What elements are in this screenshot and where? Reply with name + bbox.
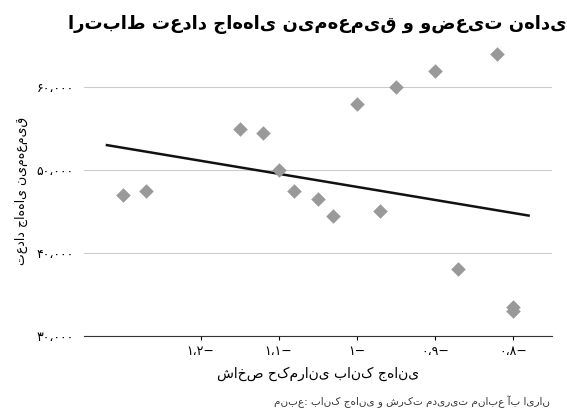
Point <box>430 67 439 74</box>
Point <box>274 167 284 173</box>
Point <box>313 196 322 202</box>
Point <box>329 212 338 219</box>
Point <box>352 101 361 107</box>
Point <box>509 303 518 310</box>
Point <box>118 192 127 198</box>
Title: ارتباط تعداد جاه‌های نیمه‌عمیق و وضعیت نهادی: ارتباط تعداد جاه‌های نیمه‌عمیق و وضعیت ن… <box>69 15 567 34</box>
Point <box>141 187 150 194</box>
Point <box>376 208 385 215</box>
Point <box>493 51 502 57</box>
Text: منبع: بانک جهانی و شرکت مدیریت منابع آب ایران: منبع: بانک جهانی و شرکت مدیریت منابع آب … <box>274 396 550 408</box>
Point <box>391 84 400 90</box>
Point <box>509 308 518 314</box>
Point <box>235 125 244 132</box>
Point <box>454 266 463 273</box>
Point <box>259 129 268 136</box>
X-axis label: شاخص حکمرانی بانک جهانی: شاخص حکمرانی بانک جهانی <box>217 366 419 381</box>
Point <box>290 187 299 194</box>
Y-axis label: تعداد جاه‌های نیمه‌عمیق: تعداد جاه‌های نیمه‌عمیق <box>15 117 28 265</box>
